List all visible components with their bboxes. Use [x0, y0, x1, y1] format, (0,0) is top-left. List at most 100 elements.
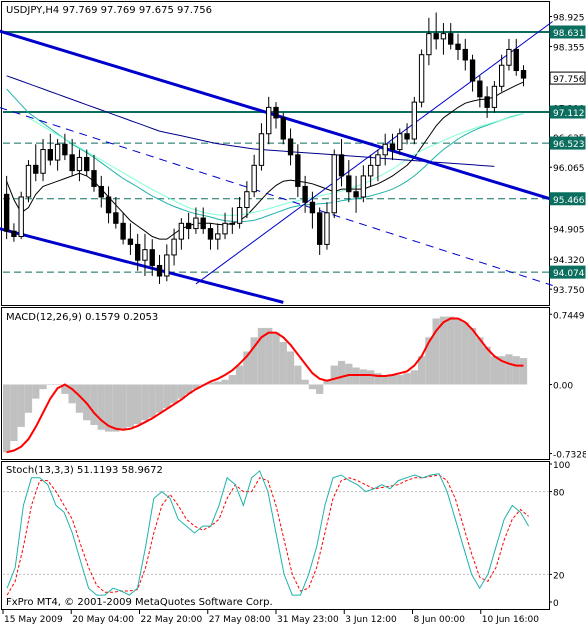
candle-body	[47, 149, 54, 161]
price-tag-box	[549, 136, 586, 150]
candle-body	[316, 212, 323, 245]
macd-histogram-bar	[279, 342, 287, 385]
price-tick-label: 94.320	[553, 256, 585, 266]
time-tick-label: 31 May 23:00	[277, 615, 339, 625]
candle-body	[273, 106, 279, 119]
candle-body	[215, 233, 221, 240]
candle-body	[113, 212, 119, 224]
candle-body	[229, 222, 236, 225]
macd-histogram-bar	[294, 365, 302, 385]
candle-body	[433, 33, 439, 40]
price-tick-label: 94.905	[553, 225, 585, 235]
candle-body	[462, 48, 468, 61]
macd-tick-label: 0.00	[553, 381, 573, 391]
candle-body	[69, 154, 75, 172]
candle-body	[498, 64, 505, 87]
macd-histogram-bar	[308, 384, 317, 390]
macd-histogram-bar	[483, 346, 491, 385]
price-tick-label: 93.750	[553, 286, 585, 296]
macd-histogram-bar	[425, 337, 433, 385]
macd-histogram-bar	[286, 351, 295, 385]
candle-body	[251, 164, 257, 193]
price-tick-label: 98.355	[553, 44, 585, 54]
price-tag-box	[549, 105, 586, 119]
time-tick-label: 10 Jun 16:00	[482, 615, 539, 625]
candle-body	[382, 143, 388, 156]
macd-histogram-bar	[90, 384, 98, 426]
macd-histogram-bar	[447, 316, 455, 385]
candle-body	[120, 222, 126, 240]
macd-histogram-bar	[468, 327, 477, 385]
macd-tick-label: 0.7449	[553, 311, 585, 321]
candle-body	[477, 80, 483, 98]
trend-line	[195, 21, 553, 285]
price-tag-box	[549, 71, 586, 85]
candle-body	[367, 164, 374, 177]
candle-body	[491, 85, 498, 108]
macd-histogram-bar	[155, 384, 164, 413]
candle-body	[62, 143, 68, 156]
candle-body	[455, 43, 461, 50]
price-tag-box	[549, 265, 586, 279]
macd-histogram-bar	[272, 332, 280, 385]
candle-body	[98, 185, 104, 198]
macd-histogram-bar	[228, 375, 236, 385]
candle-body	[520, 70, 527, 79]
candle-body	[397, 133, 403, 151]
stoch-signal-line	[6, 474, 529, 596]
candle-body	[346, 175, 352, 193]
candle-body	[266, 106, 272, 135]
candle-body	[54, 143, 61, 161]
price-layer	[0, 12, 554, 304]
macd-histogram-bar	[24, 384, 33, 413]
macd-histogram-bar	[126, 384, 135, 427]
macd-histogram-bar	[32, 384, 40, 399]
stoch-tick-label: 100	[553, 461, 570, 471]
candle-body	[84, 156, 90, 172]
candle-body	[142, 249, 148, 261]
candle-body	[324, 212, 330, 245]
candle-body	[426, 33, 432, 56]
price-tag-label: 97.112	[553, 109, 585, 119]
stoch-tick-label: 0	[553, 599, 559, 609]
candle-body	[309, 201, 316, 214]
macd-histogram-bar	[17, 384, 25, 427]
macd-histogram-bar	[257, 327, 266, 385]
stoch-pane-title: Stoch(13,3,3) 51.1193 58.9672	[6, 465, 163, 476]
candle-body	[171, 238, 177, 256]
macd-layer	[3, 316, 528, 454]
candle-body	[302, 185, 308, 203]
candle-body	[134, 243, 141, 261]
macd-histogram-bar	[104, 384, 113, 432]
footer-copyright: FxPro MT4, © 2001-2009 MetaQuotes Softwa…	[6, 597, 273, 608]
macd-histogram-bar	[367, 370, 375, 385]
candle-body	[440, 33, 447, 40]
candle-body	[164, 254, 170, 277]
candle-body	[375, 154, 381, 166]
macd-histogram-bar	[148, 384, 156, 418]
stoch-tick-label: 20	[553, 571, 565, 581]
candle-body	[258, 133, 265, 166]
macd-histogram-bar	[512, 356, 520, 385]
macd-histogram-bar	[505, 354, 513, 385]
candle-body	[353, 191, 359, 198]
macd-histogram-bar	[388, 375, 397, 385]
candle-body	[207, 228, 214, 240]
candle-body	[127, 238, 134, 245]
candle-body	[360, 175, 367, 198]
price-pane	[1, 1, 550, 306]
macd-histogram-bar	[3, 384, 11, 453]
price-tick-label: 98.925	[553, 13, 585, 23]
macd-histogram-bar	[476, 337, 484, 385]
macd-histogram-bar	[439, 316, 448, 385]
macd-histogram-bar	[185, 384, 193, 394]
macd-histogram-bar	[490, 356, 499, 385]
macd-histogram-bar	[221, 379, 229, 385]
candle-body	[222, 222, 228, 235]
macd-histogram-bar	[316, 384, 324, 394]
price-tag-label: 95.466	[553, 196, 585, 206]
time-tick-label: 8 Jun 00:00	[414, 615, 466, 625]
candle-body	[11, 230, 17, 237]
candle-body	[280, 117, 286, 140]
